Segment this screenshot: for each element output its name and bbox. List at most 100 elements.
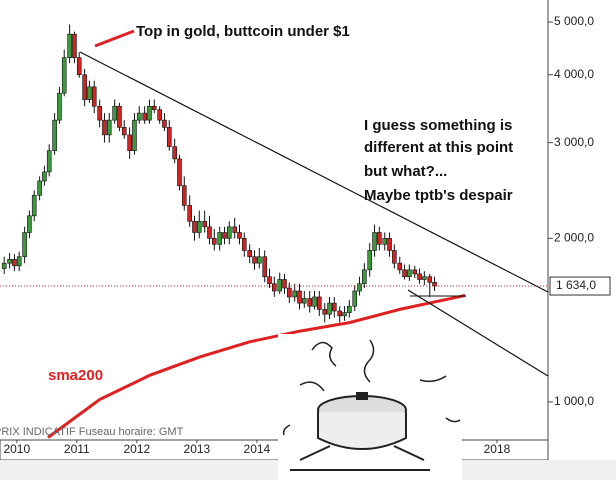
candle-body bbox=[82, 74, 87, 100]
candle-body bbox=[1, 262, 7, 269]
candle-body bbox=[112, 105, 117, 121]
candle-body bbox=[387, 238, 392, 251]
candle-body bbox=[27, 215, 32, 233]
candle-body bbox=[402, 269, 407, 277]
candle-body bbox=[31, 194, 37, 217]
annotation: Top in gold, buttcoin under $1 bbox=[136, 23, 350, 40]
candle-body bbox=[297, 290, 302, 304]
candle-body bbox=[91, 86, 97, 107]
candle-body bbox=[256, 256, 262, 264]
candle-body bbox=[262, 256, 267, 277]
annotation: I guess something is bbox=[364, 117, 512, 134]
candle-body bbox=[241, 238, 247, 251]
candle-body bbox=[382, 238, 388, 245]
candle-body bbox=[342, 312, 347, 317]
candle-body bbox=[157, 109, 162, 121]
candle-body bbox=[277, 279, 283, 292]
candle-body bbox=[207, 226, 212, 239]
candle-body bbox=[16, 256, 22, 267]
trend-line bbox=[79, 51, 549, 293]
candle-body bbox=[76, 57, 82, 76]
candle-body bbox=[136, 112, 142, 121]
candle-body bbox=[322, 309, 328, 315]
candle-body bbox=[287, 287, 292, 298]
steam bbox=[282, 375, 461, 436]
candle-body bbox=[397, 262, 403, 271]
x-tick-label: 2018 bbox=[484, 442, 511, 456]
layer: 1 000,0 2 000,0 3 000,0 4 000,0 5 000,0 2010 2… bbox=[1, 14, 594, 456]
candle-body bbox=[22, 232, 27, 258]
candle-body bbox=[317, 296, 322, 310]
channel-line bbox=[407, 289, 549, 377]
candle-body bbox=[147, 105, 152, 121]
candle-body bbox=[247, 250, 252, 258]
candle-body bbox=[46, 150, 52, 173]
steam bbox=[311, 339, 375, 383]
annotation: Maybe tptb's despair bbox=[364, 187, 513, 204]
candle-body bbox=[226, 226, 232, 239]
candle-body bbox=[237, 232, 242, 239]
candle-body bbox=[367, 250, 373, 271]
candle-body bbox=[202, 220, 207, 228]
candle-body bbox=[211, 238, 217, 245]
candle-body bbox=[272, 283, 277, 292]
x-tick-label: 2012 bbox=[123, 442, 150, 456]
candle-body bbox=[87, 86, 92, 100]
candle-body bbox=[57, 92, 62, 121]
candle-body bbox=[192, 220, 197, 233]
candle-body bbox=[117, 105, 122, 128]
x-tick-label: 2011 bbox=[64, 442, 90, 456]
candle-body bbox=[432, 282, 437, 287]
annotation: different at this point bbox=[364, 139, 513, 156]
candle-body bbox=[312, 296, 317, 307]
candle-body bbox=[357, 283, 362, 292]
pot-knob bbox=[356, 392, 368, 400]
candle-body bbox=[142, 112, 147, 121]
y-tick-label: 1 000,0 bbox=[554, 394, 594, 408]
x-tick-label: 2014 bbox=[244, 442, 271, 456]
candle-body bbox=[412, 269, 418, 275]
candle-body bbox=[187, 205, 192, 222]
candle-body bbox=[72, 33, 77, 58]
candle-body bbox=[196, 220, 202, 233]
candle-body bbox=[7, 258, 12, 264]
candle-body bbox=[67, 33, 72, 58]
candle-body bbox=[37, 180, 42, 196]
candle-body bbox=[132, 119, 137, 151]
candle-body bbox=[302, 298, 307, 304]
candle-body bbox=[61, 57, 67, 94]
pot-body bbox=[317, 412, 407, 450]
y-tick-label: 4 000,0 bbox=[554, 67, 594, 81]
source-note: PRIX INDICATIF Fuseau horaire: GMT bbox=[0, 426, 184, 438]
candle-body bbox=[282, 279, 287, 289]
candle-body bbox=[372, 232, 377, 251]
candle-body bbox=[172, 146, 177, 160]
candle-body bbox=[127, 134, 132, 151]
sma-line bbox=[47, 293, 466, 439]
candle-body bbox=[332, 302, 337, 312]
annotation: but what?... bbox=[364, 163, 447, 180]
candle-body bbox=[97, 105, 102, 121]
cartoon bbox=[278, 334, 462, 480]
candle-body bbox=[362, 269, 367, 285]
candle-body bbox=[151, 105, 157, 110]
candle-body bbox=[106, 119, 112, 136]
legend-label: sma200 bbox=[48, 367, 103, 384]
candle-body bbox=[222, 232, 227, 239]
candle-body bbox=[181, 185, 187, 206]
y-tick-label: 2 000,0 bbox=[554, 230, 594, 244]
candle-body bbox=[327, 302, 332, 315]
last-price-tag bbox=[549, 276, 611, 296]
candle-body bbox=[232, 226, 237, 233]
y-axis-panel bbox=[548, 0, 616, 480]
last-price-label: 1 634,0 bbox=[556, 278, 596, 292]
candle-body bbox=[347, 305, 352, 313]
candle-body bbox=[102, 119, 107, 136]
x-tick-label: 2010 bbox=[3, 442, 30, 456]
candle-body bbox=[166, 127, 172, 147]
annotation-pointer bbox=[94, 29, 135, 48]
candle-body bbox=[337, 310, 343, 317]
candle-body bbox=[417, 273, 422, 280]
